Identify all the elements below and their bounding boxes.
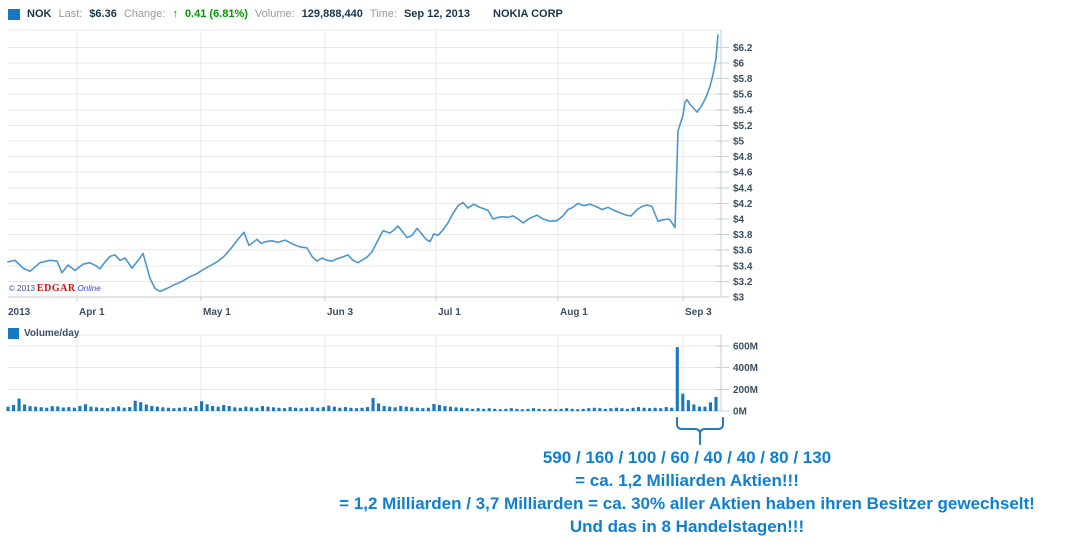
up-arrow-icon: ↑ — [172, 8, 178, 20]
svg-text:May 1: May 1 — [203, 307, 231, 318]
svg-text:0M: 0M — [733, 407, 747, 418]
svg-text:Jul 1: Jul 1 — [438, 307, 461, 318]
change-value: 0.41 (6.81%) — [184, 8, 248, 20]
svg-text:$4.2: $4.2 — [733, 199, 753, 210]
svg-text:$3.2: $3.2 — [733, 277, 753, 288]
svg-text:Jun 3: Jun 3 — [327, 307, 354, 318]
ticker-symbol: NOK — [27, 8, 52, 20]
copyright-prefix: © 2013 — [9, 284, 35, 293]
svg-text:$3: $3 — [733, 293, 745, 304]
svg-text:200M: 200M — [733, 385, 758, 396]
svg-text:Apr 1: Apr 1 — [79, 307, 105, 318]
svg-text:$5.6: $5.6 — [733, 90, 753, 101]
svg-text:Sep 3: Sep 3 — [685, 307, 712, 318]
time-label: Time: — [369, 8, 397, 20]
svg-text:$6: $6 — [733, 59, 745, 70]
svg-text:$4.6: $4.6 — [733, 168, 753, 179]
volume-label: Volume: — [254, 8, 295, 20]
svg-text:400M: 400M — [733, 363, 758, 374]
edgar-online-suffix: Online — [77, 284, 101, 293]
svg-text:$4: $4 — [733, 215, 745, 226]
edgar-logo: EDGAR — [36, 283, 76, 294]
svg-text:Aug 1: Aug 1 — [560, 307, 588, 318]
svg-text:$5: $5 — [733, 137, 745, 148]
annotation-line: Und das in 8 Handelstagen!!! — [569, 517, 805, 536]
annotation-line: = ca. 1,2 Milliarden Aktien!!! — [575, 471, 799, 490]
annotation-line: = 1,2 Milliarden / 3,7 Milliarden = ca. … — [339, 494, 1035, 513]
change-label: Change: — [123, 8, 166, 20]
svg-text:$5.2: $5.2 — [733, 121, 753, 132]
company-name: NOKIA CORP — [493, 8, 563, 20]
svg-text:$4.8: $4.8 — [733, 152, 753, 163]
volume-legend-square-icon — [8, 328, 19, 339]
svg-text:2013: 2013 — [8, 307, 31, 318]
svg-text:$6.2: $6.2 — [733, 43, 753, 54]
svg-text:$3.6: $3.6 — [733, 246, 753, 257]
volume-legend: Volume/day — [8, 328, 79, 339]
svg-text:$5.4: $5.4 — [733, 105, 753, 116]
svg-text:$5.8: $5.8 — [733, 74, 753, 85]
copyright: © 2013 EDGAR Online — [9, 283, 101, 294]
volume-value: 129,888,440 — [301, 8, 363, 20]
last-value: $6.36 — [89, 8, 117, 20]
volume-legend-label: Volume/day — [24, 328, 80, 339]
annotation-line: 590 / 160 / 100 / 60 / 40 / 40 / 80 / 13… — [542, 448, 832, 467]
symbol-legend-square-icon — [8, 8, 20, 20]
svg-text:$4.4: $4.4 — [733, 183, 753, 194]
last-label: Last: — [58, 8, 83, 20]
svg-text:600M: 600M — [733, 342, 758, 353]
svg-text:$3.4: $3.4 — [733, 261, 753, 272]
svg-text:$3.8: $3.8 — [733, 230, 753, 241]
quote-header: NOK Last: $6.36 Change: ↑ 0.41 (6.81%) V… — [8, 7, 563, 21]
time-value: Sep 12, 2013 — [403, 8, 470, 20]
annotation-block: 590 / 160 / 100 / 60 / 40 / 40 / 80 / 13… — [339, 446, 1035, 538]
